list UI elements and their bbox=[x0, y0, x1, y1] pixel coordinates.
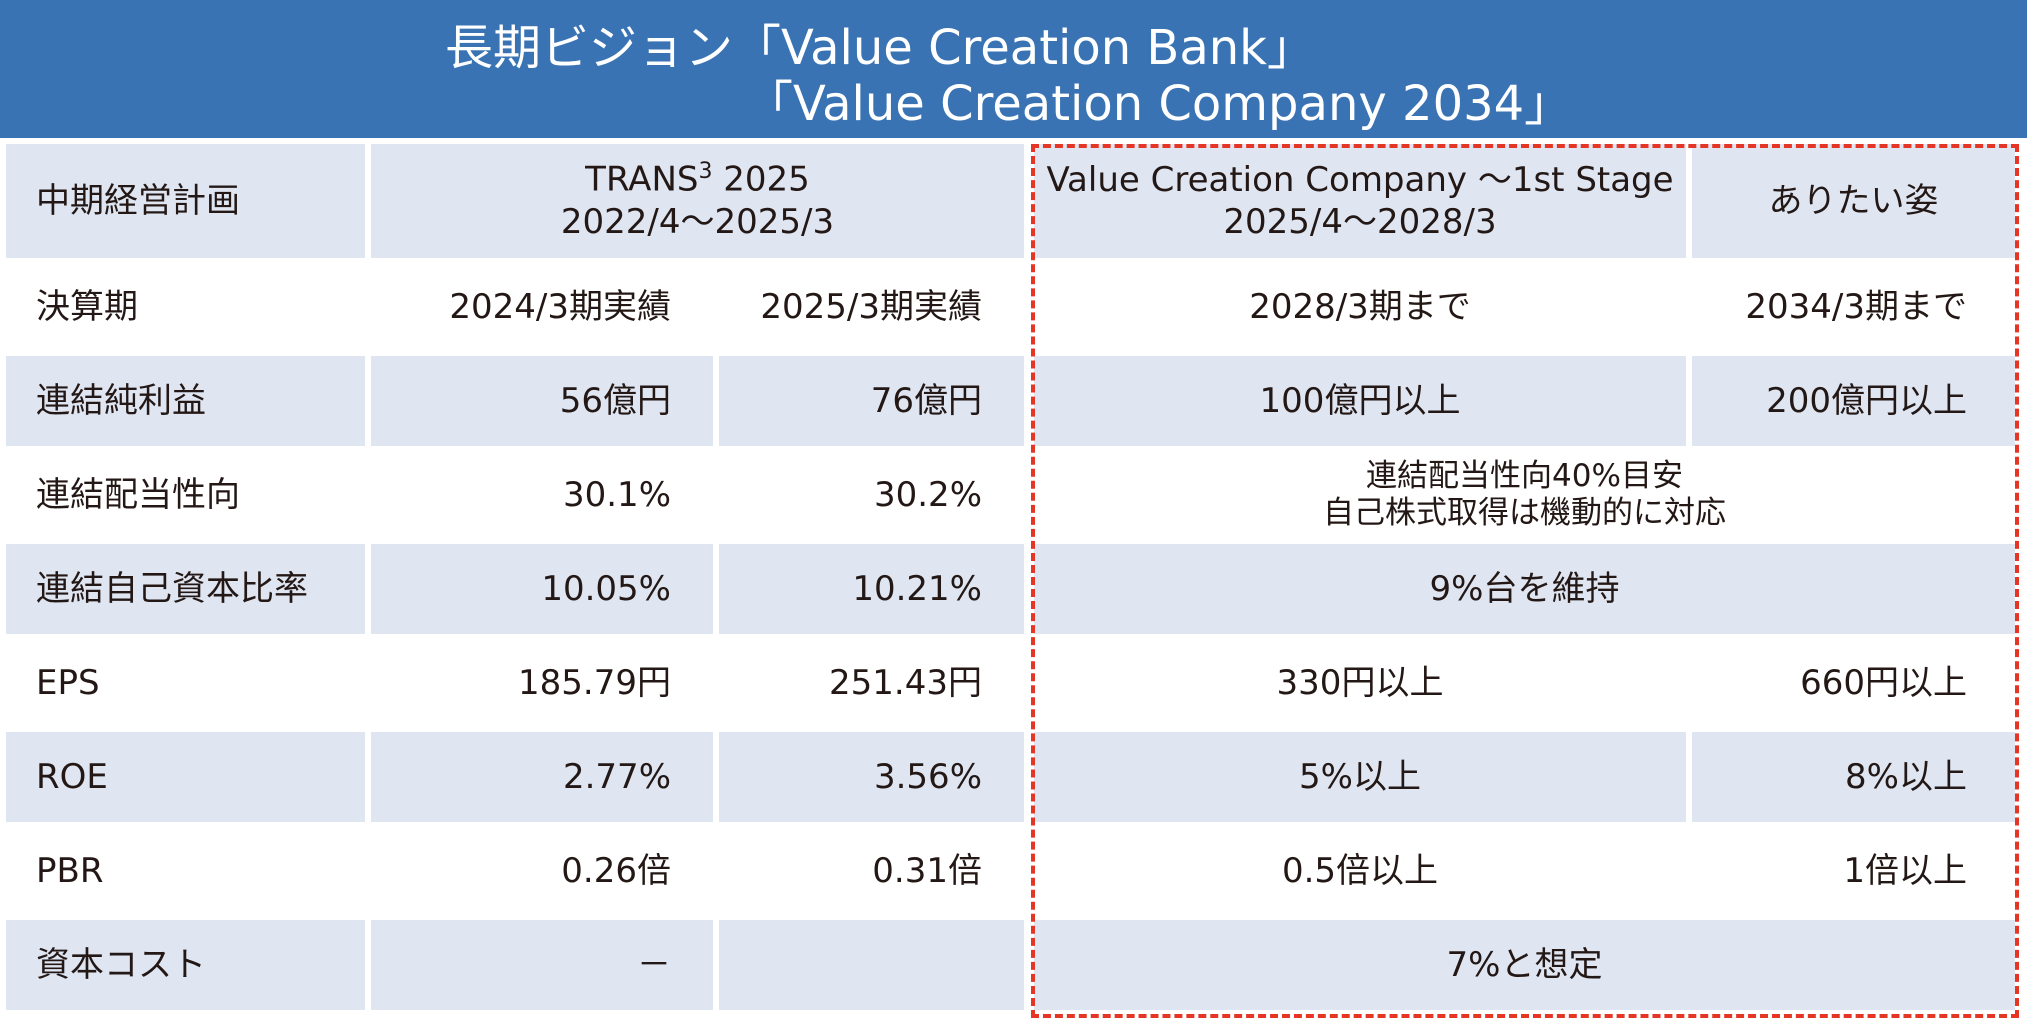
cell-fiscal-2024: 2024/3期実績 bbox=[449, 286, 671, 327]
cell-equity-ratio-2024: 10.05% bbox=[371, 544, 713, 634]
cell-eps-2034: 660円以上 bbox=[1800, 662, 1967, 703]
payout-target-line1: 連結配当性向40%目安 bbox=[1366, 457, 1683, 494]
header-vcc: Value Creation Company ～1st Stage 2025/4… bbox=[1034, 144, 1686, 258]
cell-pbr-2025: 0.31倍 bbox=[872, 850, 982, 891]
cell-equity-ratio-target: 9%台を維持 bbox=[1034, 544, 2015, 634]
cell-net-income-2028: 100億円以上 bbox=[1034, 356, 1686, 446]
cell-roe-2028: 5%以上 bbox=[1034, 732, 1686, 822]
row-label-equity-ratio: 連結自己資本比率 bbox=[6, 544, 365, 634]
trans-name: TRANS bbox=[585, 159, 699, 200]
cell-pbr-2024: 0.26倍 bbox=[561, 850, 671, 891]
header-trans: TRANS3 2025 2022/4～2025/3 bbox=[371, 144, 1024, 258]
cell-cost-of-capital-2025 bbox=[719, 920, 1024, 1010]
cell-pbr-2034: 1倍以上 bbox=[1843, 850, 1967, 891]
row-label-net-income: 連結純利益 bbox=[6, 356, 365, 446]
cell-eps-2028: 330円以上 bbox=[1276, 662, 1444, 703]
row-label-payout: 連結配当性向 bbox=[36, 474, 240, 515]
cell-equity-ratio-2025: 10.21% bbox=[719, 544, 1024, 634]
header-trans-name: TRANS3 2025 bbox=[585, 158, 810, 201]
row-label-pbr: PBR bbox=[36, 850, 104, 891]
cell-net-income-2024: 56億円 bbox=[371, 356, 713, 446]
header-ideal-text: ありたい姿 bbox=[1768, 180, 1939, 221]
cell-roe-2025: 3.56% bbox=[719, 732, 1024, 822]
row-label-eps: EPS bbox=[36, 662, 100, 703]
cell-cost-of-capital-target: 7%と想定 bbox=[1034, 920, 2015, 1010]
cell-fiscal-2034: 2034/3期まで bbox=[1745, 286, 1967, 327]
cell-eps-2024: 185.79円 bbox=[518, 662, 671, 703]
payout-target-line2: 自己株式取得は機動的に対応 bbox=[1323, 495, 1726, 531]
header-vcc-period: 2025/4～2028/3 bbox=[1223, 202, 1497, 242]
trans-year: 2025 bbox=[712, 159, 810, 200]
row-label-roe: ROE bbox=[6, 732, 365, 822]
row-label-cost-of-capital: 資本コスト bbox=[6, 920, 365, 1010]
header-ideal: ありたい姿 bbox=[1692, 144, 2015, 258]
header-plan-label: 中期経営計画 bbox=[6, 144, 365, 258]
header-plan-label-text: 中期経営計画 bbox=[36, 180, 240, 221]
cell-fiscal-2028: 2028/3期まで bbox=[1249, 286, 1471, 327]
cell-payout-target: 連結配当性向40%目安 自己株式取得は機動的に対応 bbox=[1034, 450, 2015, 540]
cell-payout-2024: 30.1% bbox=[562, 474, 671, 515]
header-trans-period: 2022/4～2025/3 bbox=[560, 202, 835, 243]
cell-roe-2024: 2.77% bbox=[371, 732, 713, 822]
cell-fiscal-2025: 2025/3期実績 bbox=[760, 286, 982, 327]
title-line-2: 「Value Creation Company 2034」 bbox=[745, 76, 1573, 132]
trans-sup: 3 bbox=[698, 159, 713, 185]
cell-eps-2025: 251.43円 bbox=[829, 662, 982, 703]
cell-net-income-2025: 76億円 bbox=[719, 356, 1024, 446]
cell-net-income-2034: 200億円以上 bbox=[1692, 356, 2015, 446]
cell-cost-of-capital-2024: － bbox=[371, 920, 713, 1010]
title-banner: 長期ビジョン「Value Creation Bank」 「Value Creat… bbox=[0, 0, 2027, 138]
cell-roe-2034: 8%以上 bbox=[1692, 732, 2015, 822]
cell-pbr-2028: 0.5倍以上 bbox=[1281, 850, 1439, 891]
row-label-fiscal: 決算期 bbox=[36, 286, 138, 327]
cell-payout-2025: 30.2% bbox=[873, 474, 982, 515]
header-vcc-name: Value Creation Company ～1st Stage bbox=[1046, 159, 1674, 200]
title-line-1: 長期ビジョン「Value Creation Bank」 bbox=[445, 20, 1315, 76]
